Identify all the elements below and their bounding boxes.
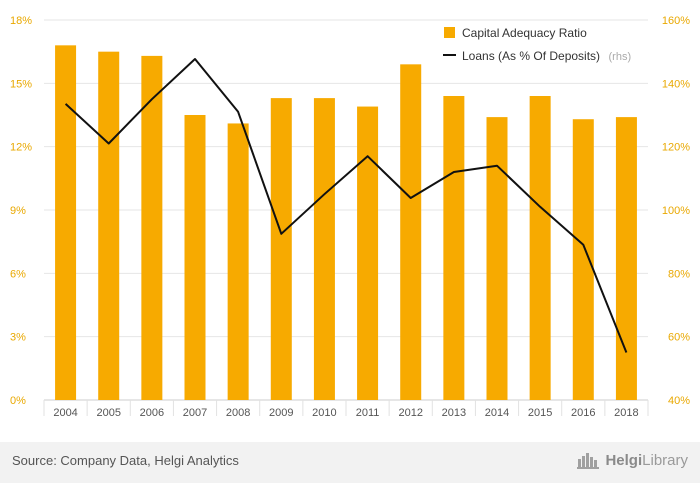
line-series — [64, 58, 628, 353]
x-tick-label: 2008 — [226, 407, 250, 419]
x-axis: 2004 2005 2006 2007 2008 2009 2010 2011 2012 2013… — [43, 400, 649, 419]
x-tick-label: 2005 — [96, 407, 120, 419]
right-tick-label: 120% — [662, 142, 690, 154]
right-axis: 40% 60% 80% 100% 120% 140% 160% — [662, 15, 690, 407]
library-icon — [577, 453, 600, 469]
bar-capital-adequacy — [141, 55, 163, 401]
chart: 0% 3% 6% 9% 12% 15% 18% 40% 60% 80% 100% 120% 140% 1… — [10, 15, 690, 419]
footer: Source: Company Data, Helgi Analytics He… — [0, 442, 700, 483]
left-tick-label: 3% — [10, 332, 26, 344]
bar-capital-adequacy — [98, 51, 120, 401]
brand-logo[interactable]: Helgi Library — [577, 451, 688, 469]
bar-capital-adequacy — [615, 117, 637, 400]
x-tick-label: 2012 — [398, 407, 422, 419]
legend-swatch-bar — [444, 27, 455, 38]
bar-capital-adequacy — [184, 115, 206, 400]
x-tick-label: 2010 — [312, 407, 336, 419]
legend-label-rhs: (rhs) — [609, 51, 632, 63]
x-tick-label: 2011 — [356, 407, 380, 419]
right-tick-label: 160% — [662, 15, 690, 27]
legend-label-bar: Capital Adequacy Ratio — [462, 26, 587, 40]
bar-capital-adequacy — [55, 45, 77, 400]
legend: Capital Adequacy Ratio Loans (As % Of De… — [443, 26, 631, 64]
brand-suffix: Library — [642, 451, 688, 469]
x-tick-label: 2006 — [140, 407, 164, 419]
legend-label-line: Loans (As % Of Deposits) — [462, 49, 600, 63]
bar-capital-adequacy — [313, 98, 335, 400]
left-axis: 0% 3% 6% 9% 12% 15% 18% — [10, 15, 32, 407]
bar-capital-adequacy — [400, 64, 422, 400]
right-tick-label: 140% — [662, 78, 690, 90]
left-tick-label: 6% — [10, 268, 26, 280]
bar-capital-adequacy — [486, 117, 508, 400]
gridlines — [44, 19, 648, 401]
bar-capital-adequacy — [357, 106, 379, 401]
bar-capital-adequacy — [443, 96, 465, 400]
x-tick-label: 2014 — [485, 407, 509, 419]
bar-capital-adequacy — [270, 98, 292, 400]
x-tick-label: 2016 — [571, 407, 595, 419]
x-tick-label: 2018 — [614, 407, 638, 419]
x-tick-label: 2004 — [53, 407, 77, 419]
x-tick-label: 2015 — [528, 407, 552, 419]
source-text: Source: Company Data, Helgi Analytics — [12, 453, 239, 468]
right-tick-label: 100% — [662, 205, 690, 217]
left-tick-label: 12% — [10, 142, 32, 154]
line-loans-to-deposits — [64, 58, 628, 353]
left-tick-label: 0% — [10, 395, 26, 407]
brand-prefix: Helgi — [605, 451, 643, 469]
right-tick-label: 60% — [668, 332, 690, 344]
right-tick-label: 80% — [668, 268, 690, 280]
x-tick-label: 2013 — [442, 407, 466, 419]
right-tick-label: 40% — [668, 395, 690, 407]
bar-series — [55, 45, 637, 401]
bar-capital-adequacy — [572, 119, 594, 400]
left-tick-label: 9% — [10, 205, 26, 217]
bar-capital-adequacy — [227, 123, 249, 400]
left-tick-label: 15% — [10, 78, 32, 90]
left-tick-label: 18% — [10, 15, 32, 27]
legend-label-line-group: Loans (As % Of Deposits) (rhs) — [462, 47, 631, 64]
x-tick-label: 2007 — [183, 407, 207, 419]
bar-capital-adequacy — [529, 96, 551, 400]
x-tick-label: 2009 — [269, 407, 293, 419]
